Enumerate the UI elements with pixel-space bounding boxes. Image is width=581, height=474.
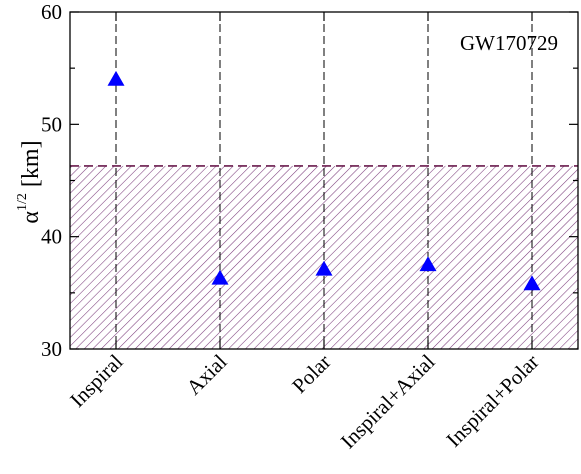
x-tick-label: Polar	[287, 350, 335, 398]
y-tick-label: 60	[41, 0, 62, 24]
y-axis-label-unit: [km]	[18, 140, 44, 187]
x-tick-label: Inspiral+Polar	[441, 350, 543, 452]
data-point-3	[419, 256, 437, 272]
plot-frame	[69, 11, 579, 350]
category-grid-lines	[115, 12, 533, 349]
data-point-4	[523, 275, 541, 291]
y-axis-label-sup: 1/2	[15, 193, 30, 211]
y-axis-label-base: α	[18, 211, 44, 224]
data-point-1	[211, 269, 229, 285]
y-axis-ticks: 30 40 50 60	[41, 0, 578, 361]
y-tick-label: 30	[41, 337, 62, 361]
y-axis-label: α1/2 [km]	[15, 140, 44, 223]
data-point-2	[315, 260, 333, 276]
x-tick-label: Inspiral+Axial	[336, 349, 440, 453]
y-tick-label: 40	[41, 225, 62, 249]
data-points	[107, 70, 541, 291]
annotation-label: GW170729	[460, 31, 558, 55]
data-point-0	[107, 70, 125, 86]
y-tick-label: 50	[41, 112, 62, 136]
x-tick-label: Axial	[182, 349, 232, 399]
svg-text:α1/2[km]: α1/2 [km]	[15, 140, 44, 223]
x-tick-label: Inspiral	[65, 349, 127, 411]
